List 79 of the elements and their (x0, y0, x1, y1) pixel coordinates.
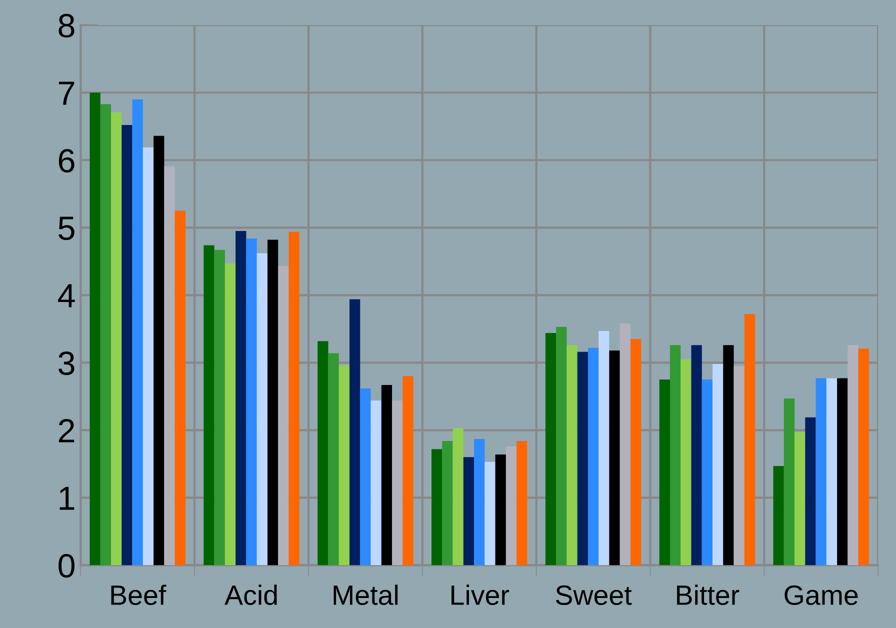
bar (442, 440, 453, 566)
bar (670, 345, 681, 566)
bar (174, 210, 186, 566)
bar (566, 345, 578, 566)
bar (267, 240, 278, 566)
bar (784, 398, 795, 566)
bar (474, 438, 485, 566)
bar (712, 364, 724, 566)
bar (214, 250, 225, 566)
y-tick-label: 5 (58, 216, 74, 240)
bar (318, 341, 328, 566)
y-tick-label: 3 (58, 351, 74, 376)
y-tick-label: 7 (58, 82, 74, 105)
bar (680, 359, 692, 566)
y-tick-label: 8 (58, 14, 74, 38)
bar (506, 446, 517, 566)
bar (224, 263, 236, 566)
y-tick-label: 0 (58, 554, 74, 578)
bar (858, 348, 869, 566)
bar (246, 238, 257, 566)
bar (826, 378, 838, 566)
bar (360, 388, 371, 566)
x-tick-label: Acid (224, 584, 277, 606)
bar (328, 353, 339, 566)
bar (256, 253, 268, 566)
bar (132, 99, 143, 566)
x-tick-label: Bitter (677, 584, 740, 606)
y-tick-label: 6 (58, 148, 74, 173)
y-tick-label: 1 (60, 486, 74, 510)
bar (154, 136, 164, 566)
bar (723, 345, 734, 566)
bar (691, 345, 702, 566)
bar (734, 366, 744, 566)
bar (204, 245, 214, 566)
bar (381, 384, 392, 566)
x-tick-label: Sweet (556, 585, 632, 606)
bar (90, 92, 100, 566)
bar (659, 380, 670, 566)
bar (598, 330, 610, 566)
bar (142, 147, 154, 566)
bar (816, 378, 826, 566)
bar (794, 432, 806, 566)
y-tick-label: 2 (58, 418, 74, 442)
bar (702, 380, 713, 566)
bar (609, 350, 620, 566)
bar (630, 339, 642, 566)
bar (556, 326, 567, 566)
x-tick-label: Metal (334, 584, 398, 606)
bar (577, 352, 588, 566)
bar (620, 324, 630, 566)
bar (805, 417, 816, 566)
bar (463, 457, 474, 566)
bar (288, 232, 300, 566)
x-tick-label: Liver (452, 584, 510, 606)
bar (432, 449, 442, 566)
y-tick-label: 4 (58, 284, 75, 308)
bar (370, 400, 382, 566)
bar (516, 440, 528, 566)
bar (773, 466, 784, 566)
x-tick-label: Beef (111, 584, 166, 606)
bar (122, 125, 132, 566)
bar (744, 314, 756, 566)
bar (588, 348, 599, 566)
bar (278, 266, 289, 566)
bar (338, 365, 350, 566)
bar (100, 104, 112, 566)
bar (111, 112, 122, 566)
bar (236, 231, 246, 566)
bar (848, 345, 858, 566)
bar (452, 428, 464, 566)
bar (164, 166, 175, 566)
x-tick-label: Game (784, 585, 858, 606)
bar (484, 462, 496, 566)
bar (545, 332, 556, 566)
bar (837, 378, 848, 566)
bar (402, 376, 414, 566)
bar (495, 454, 506, 566)
bar (349, 299, 360, 566)
bar (392, 400, 403, 566)
